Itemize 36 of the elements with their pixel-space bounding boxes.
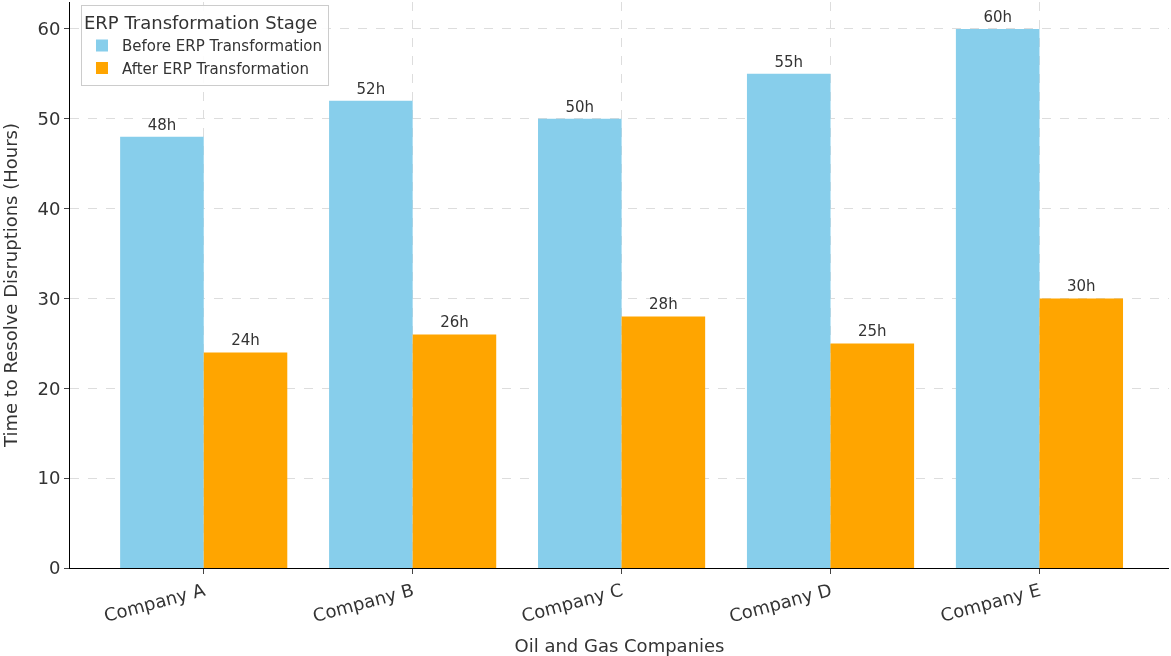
bar — [955, 28, 1040, 568]
data-label: 28h — [649, 295, 678, 314]
x-tick-label: Company C — [519, 578, 625, 627]
bar — [203, 352, 288, 568]
y-tick-label: 40 — [37, 197, 61, 219]
legend-label: Before ERP Transformation — [121, 37, 323, 56]
data-label: 50h — [565, 97, 595, 116]
data-label: 30h — [1066, 277, 1096, 296]
y-tick-label: 0 — [48, 557, 61, 579]
x-tick-label: Company D — [726, 578, 834, 627]
y-tick-label: 60 — [37, 18, 61, 40]
y-axis-title: Time to Resolve Disruptions (Hours) — [0, 122, 21, 449]
data-label: 24h — [231, 331, 260, 350]
bar — [830, 343, 915, 568]
x-tick-label: Company A — [101, 578, 208, 626]
y-tick-label: 50 — [37, 108, 61, 130]
bar — [538, 118, 622, 568]
y-tick-label: 30 — [37, 287, 61, 309]
bar — [412, 334, 497, 568]
legend-label: After ERP Transformation — [121, 59, 310, 78]
bar — [746, 73, 831, 568]
bar — [1039, 298, 1124, 568]
bar — [120, 136, 204, 568]
data-label: 26h — [440, 313, 469, 332]
x-axis-title: Oil and Gas Companies — [514, 635, 725, 656]
data-label: 60h — [983, 7, 1012, 26]
data-label: 48h — [147, 115, 177, 134]
bar — [329, 100, 413, 568]
bar — [621, 316, 706, 568]
data-label: 52h — [356, 79, 386, 98]
y-tick-label: 10 — [37, 467, 61, 489]
data-label: 25h — [858, 322, 887, 341]
x-tick-label: Company B — [310, 578, 417, 626]
data-label: 55h — [774, 52, 804, 71]
y-tick-label: 20 — [37, 377, 61, 399]
legend-title: ERP Transformation Stage — [83, 12, 318, 34]
